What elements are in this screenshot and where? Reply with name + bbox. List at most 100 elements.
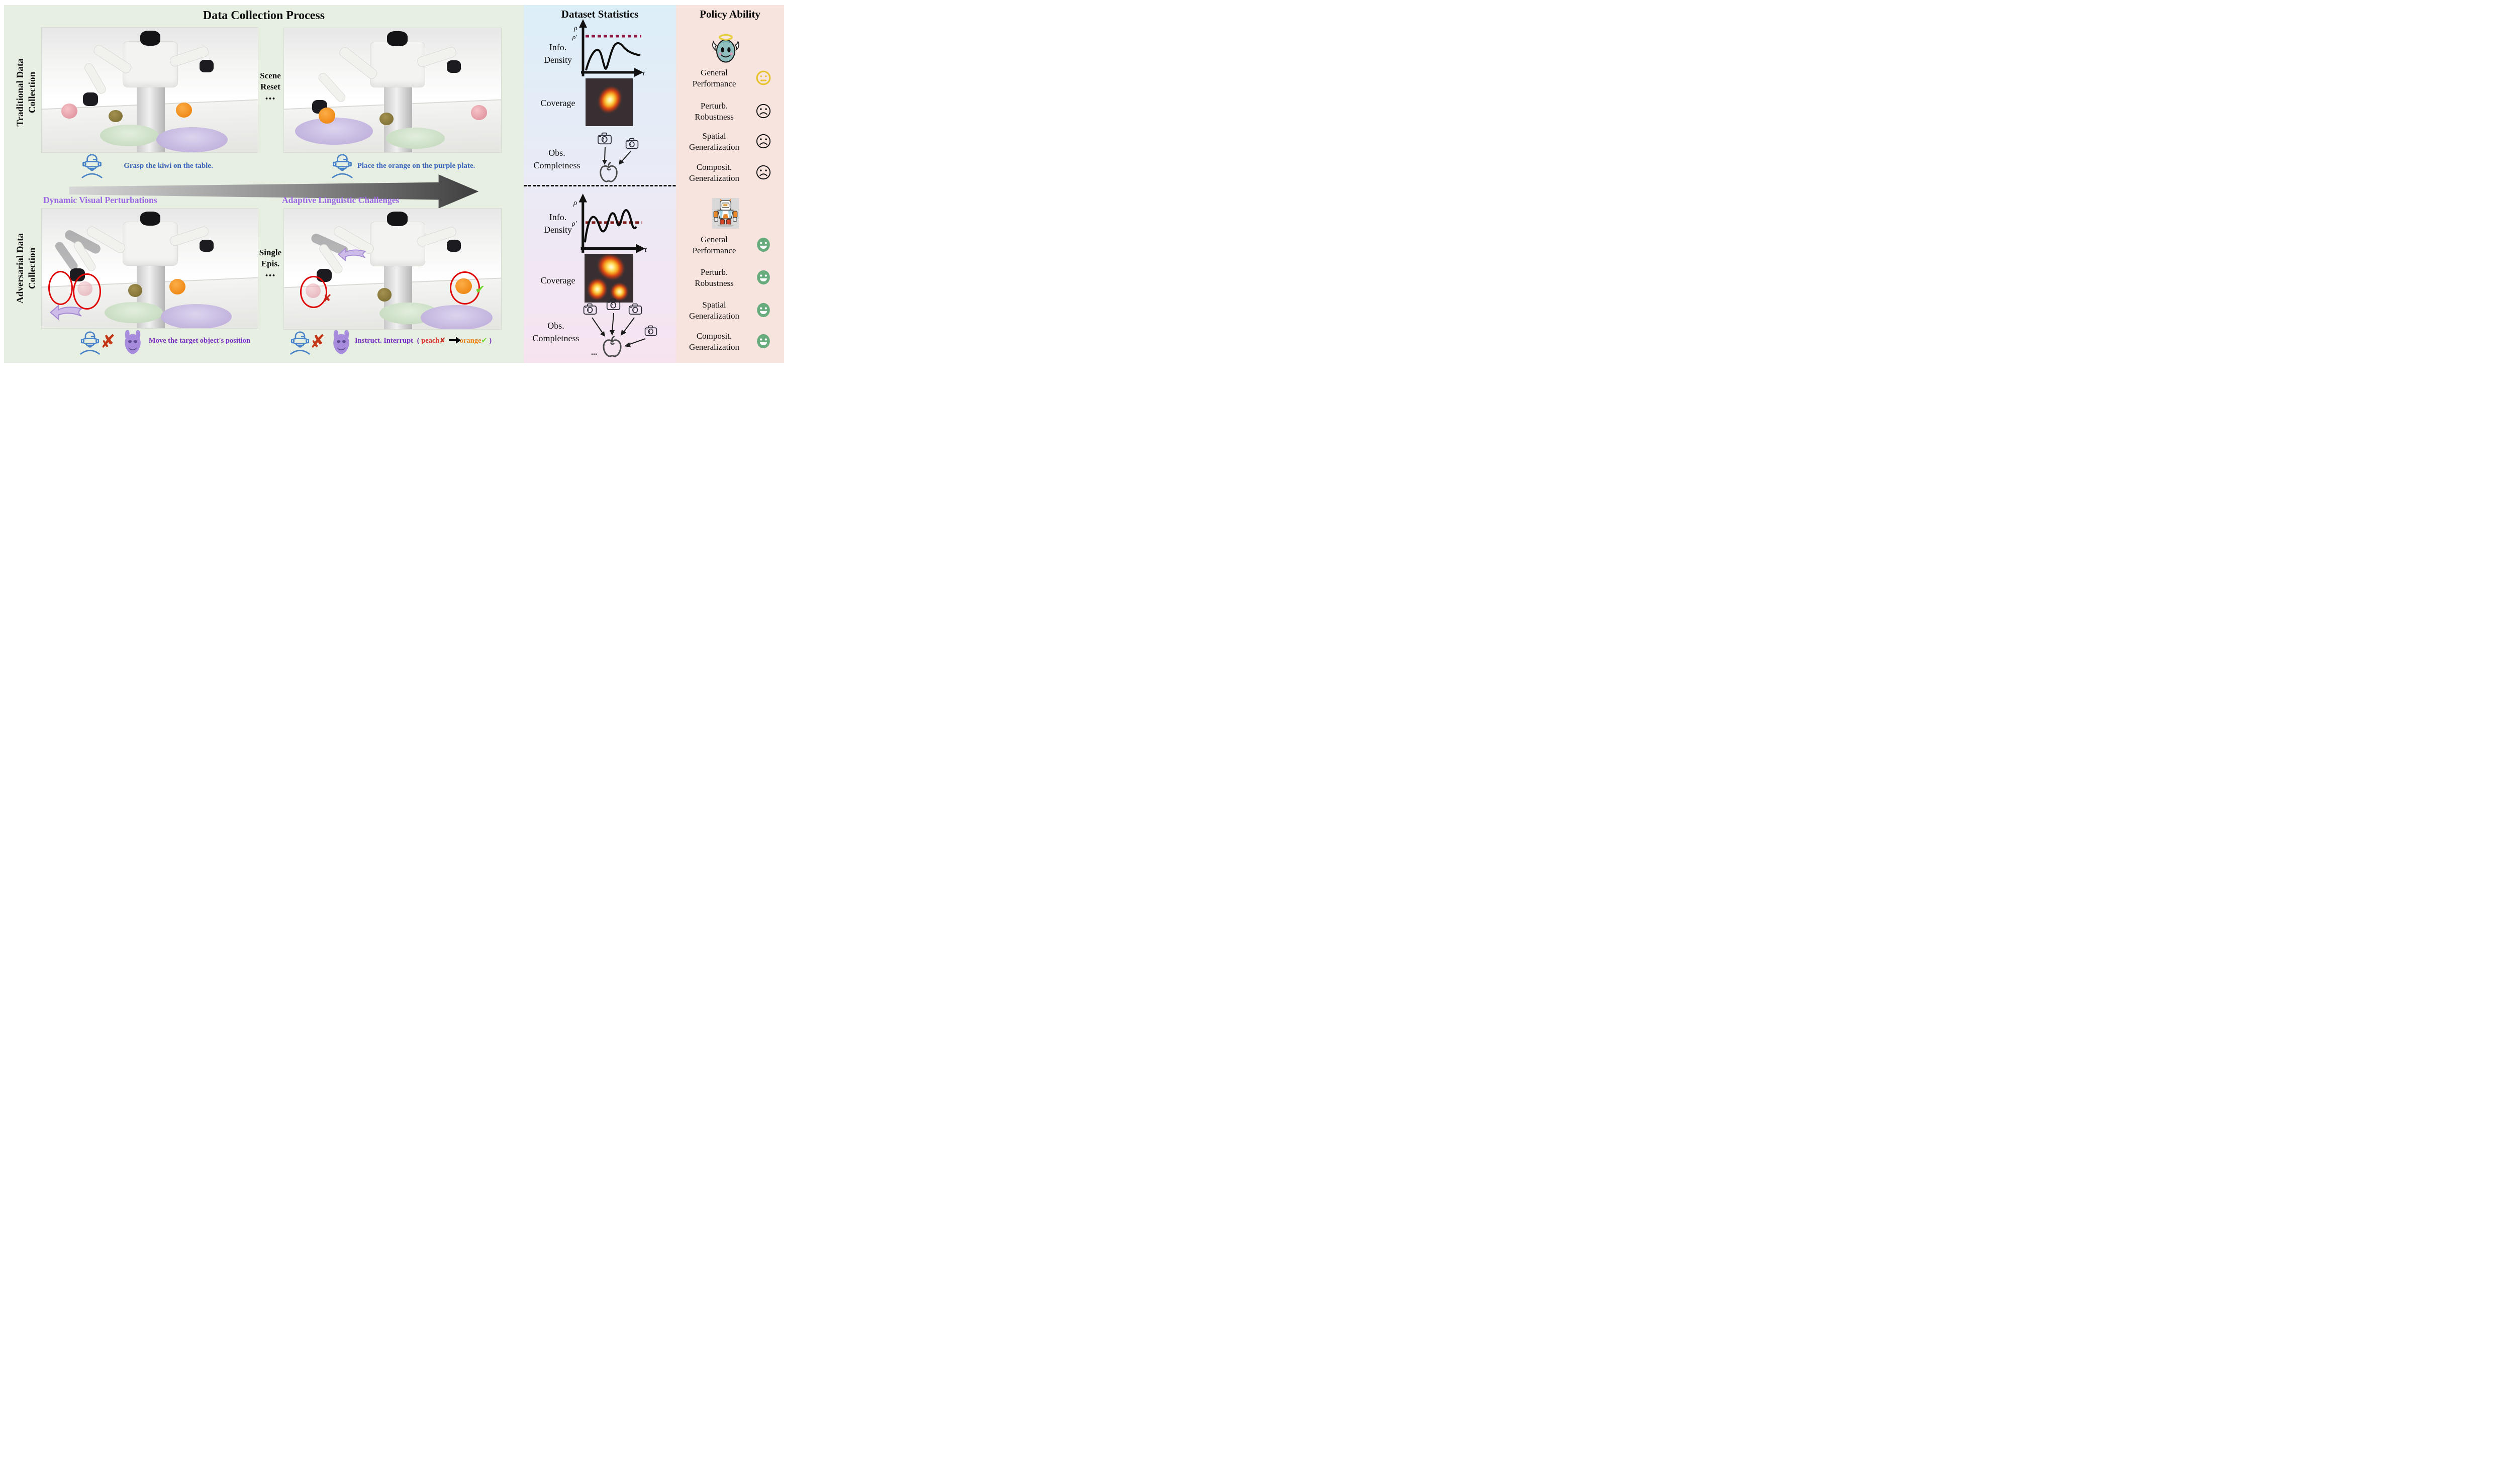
coverage-heatmap-traditional — [586, 78, 633, 126]
robot-right-gripper — [447, 240, 461, 252]
photo-traditional-grasp — [42, 28, 258, 152]
row-label-traditional-line1: Traditional Data — [15, 58, 26, 127]
label-info-density: Info. Density — [532, 41, 584, 66]
rejected-object-word: peach — [421, 337, 440, 345]
obs-diagram-traditional — [598, 132, 639, 182]
item-line1: Composit. — [696, 331, 732, 341]
green-plate — [386, 127, 445, 149]
row-label-adversarial-line1: Adversarial Data — [15, 233, 26, 304]
policy-item-general-performance: General Performance — [679, 67, 749, 89]
purple-plate — [421, 305, 493, 329]
red-circle-annotation — [73, 273, 101, 310]
caption-grasp: Grasp the kiwi on the table. — [124, 162, 213, 170]
label-adaptive-linguistic-challenges: Adaptive Linguistic Challenges — [282, 195, 400, 205]
red-cross-mark: ✘ — [439, 337, 446, 345]
info-line2: Density — [544, 55, 572, 65]
robot-head — [387, 212, 408, 226]
figure-canvas: Data Collection Process Traditional Data… — [0, 0, 788, 367]
orange — [175, 102, 192, 118]
axis-label-t: t — [643, 70, 645, 77]
scene-reset-line2: Reset — [260, 82, 280, 91]
item-line2: Generalization — [689, 342, 740, 352]
devil-face-icon — [329, 328, 353, 355]
process-title: Data Collection Process — [203, 9, 325, 22]
sad-face-icon — [755, 133, 771, 150]
robot-head — [387, 31, 408, 46]
policy-item-spatial-generalization: Spatial Generalization — [679, 300, 749, 322]
obs-diagram-adversarial: ... — [583, 298, 657, 357]
item-line2: Generalization — [689, 311, 740, 321]
process-flow-arrow-icon — [69, 174, 479, 209]
axis-label-rho: ρ — [573, 25, 577, 32]
no-operator-cross-icon: ✘ ✘ — [101, 332, 116, 351]
paren-close: ) — [489, 337, 492, 345]
interrupt-label: Instruct. Interrupt — [355, 337, 413, 345]
policy-item-general-performance: General Performance — [679, 234, 749, 256]
single-episode-note: Single Epis. ... — [257, 247, 284, 279]
red-circle-annotation — [450, 271, 480, 305]
caption-instruct-interrupt: Instruct. Interrupt ( peach✘ orange✔ ) — [355, 337, 506, 345]
scene-reset-ellipsis: ... — [265, 89, 276, 103]
vr-goggles-icon — [289, 330, 311, 355]
camera-icon — [628, 303, 642, 315]
item-line1: Perturb. — [700, 267, 728, 277]
orange-being-placed — [319, 108, 335, 124]
stats-adversarial-half: Info. Density ρ ρ' t Coverage Obs. Compl… — [524, 190, 676, 363]
row-label-traditional-line2: Collection — [27, 71, 38, 114]
coverage-heatmap-adversarial — [585, 254, 633, 303]
devil-face-icon — [121, 328, 145, 355]
policy-title: Policy Ability — [700, 8, 760, 20]
apple-icon — [600, 162, 618, 182]
label-dynamic-visual-perturbations: Dynamic Visual Perturbations — [43, 195, 157, 205]
robot-left-forearm — [82, 61, 108, 95]
robot-right-gripper — [199, 239, 214, 252]
scene-reset-line1: Scene — [260, 71, 281, 80]
panel-policy-ability: Policy Ability General Performance Pertu… — [676, 5, 784, 363]
kiwi — [379, 112, 394, 125]
photo-adversarial-interrupt: ✘ ✔ — [284, 209, 501, 329]
policy-item-composit-generalization: Composit. Generalization — [679, 162, 749, 184]
purple-plate — [156, 127, 228, 152]
caption-move-target: Move the target object's position — [148, 337, 251, 345]
robot-head — [140, 211, 161, 226]
single-epis-line2: Epis. — [261, 259, 280, 268]
robot-mascot-icon — [712, 198, 739, 229]
robot-torso — [123, 222, 178, 266]
info-line1: Info. — [549, 42, 567, 52]
photo-traditional-place — [284, 28, 501, 152]
item-line2: Robustness — [695, 278, 734, 288]
sad-face-icon — [755, 103, 771, 120]
robot-right-gripper — [447, 60, 461, 73]
policy-item-perturb-robustness: Perturb. Robustness — [679, 101, 749, 123]
obs-line1: Obs. — [547, 321, 564, 331]
item-line1: Spatial — [702, 131, 726, 141]
info-line2: Density — [544, 225, 572, 235]
camera-icon — [625, 138, 639, 149]
kiwi — [109, 110, 123, 123]
camera-icon — [644, 325, 657, 336]
row-label-traditional: Traditional Data Collection — [15, 30, 41, 155]
policy-item-perturb-robustness: Perturb. Robustness — [679, 267, 749, 289]
axis-label-t: t — [645, 246, 647, 254]
obs-line1: Obs. — [548, 148, 565, 158]
robot-right-gripper — [199, 60, 214, 73]
info-line1: Info. — [549, 212, 567, 222]
purple-move-arrow-icon — [46, 304, 87, 321]
single-epis-line1: Single — [259, 248, 282, 257]
item-line1: General — [701, 68, 728, 77]
purple-plate — [160, 304, 232, 328]
single-epis-ellipsis: ... — [265, 266, 276, 279]
kiwi — [377, 288, 392, 302]
robot-left-forearm — [317, 71, 348, 104]
item-line2: Generalization — [689, 142, 740, 152]
green-check-mark: ✔ — [475, 282, 486, 296]
row-label-adversarial: Adversarial Data Collection — [15, 206, 41, 331]
item-line1: Spatial — [702, 300, 726, 310]
robot-head — [140, 31, 161, 46]
purple-plate — [295, 117, 373, 145]
happy-face-icon — [755, 236, 771, 253]
camera-icon — [606, 298, 621, 310]
camera-icon — [583, 303, 597, 315]
robot-torso — [369, 222, 425, 266]
robot-torso — [123, 41, 178, 87]
